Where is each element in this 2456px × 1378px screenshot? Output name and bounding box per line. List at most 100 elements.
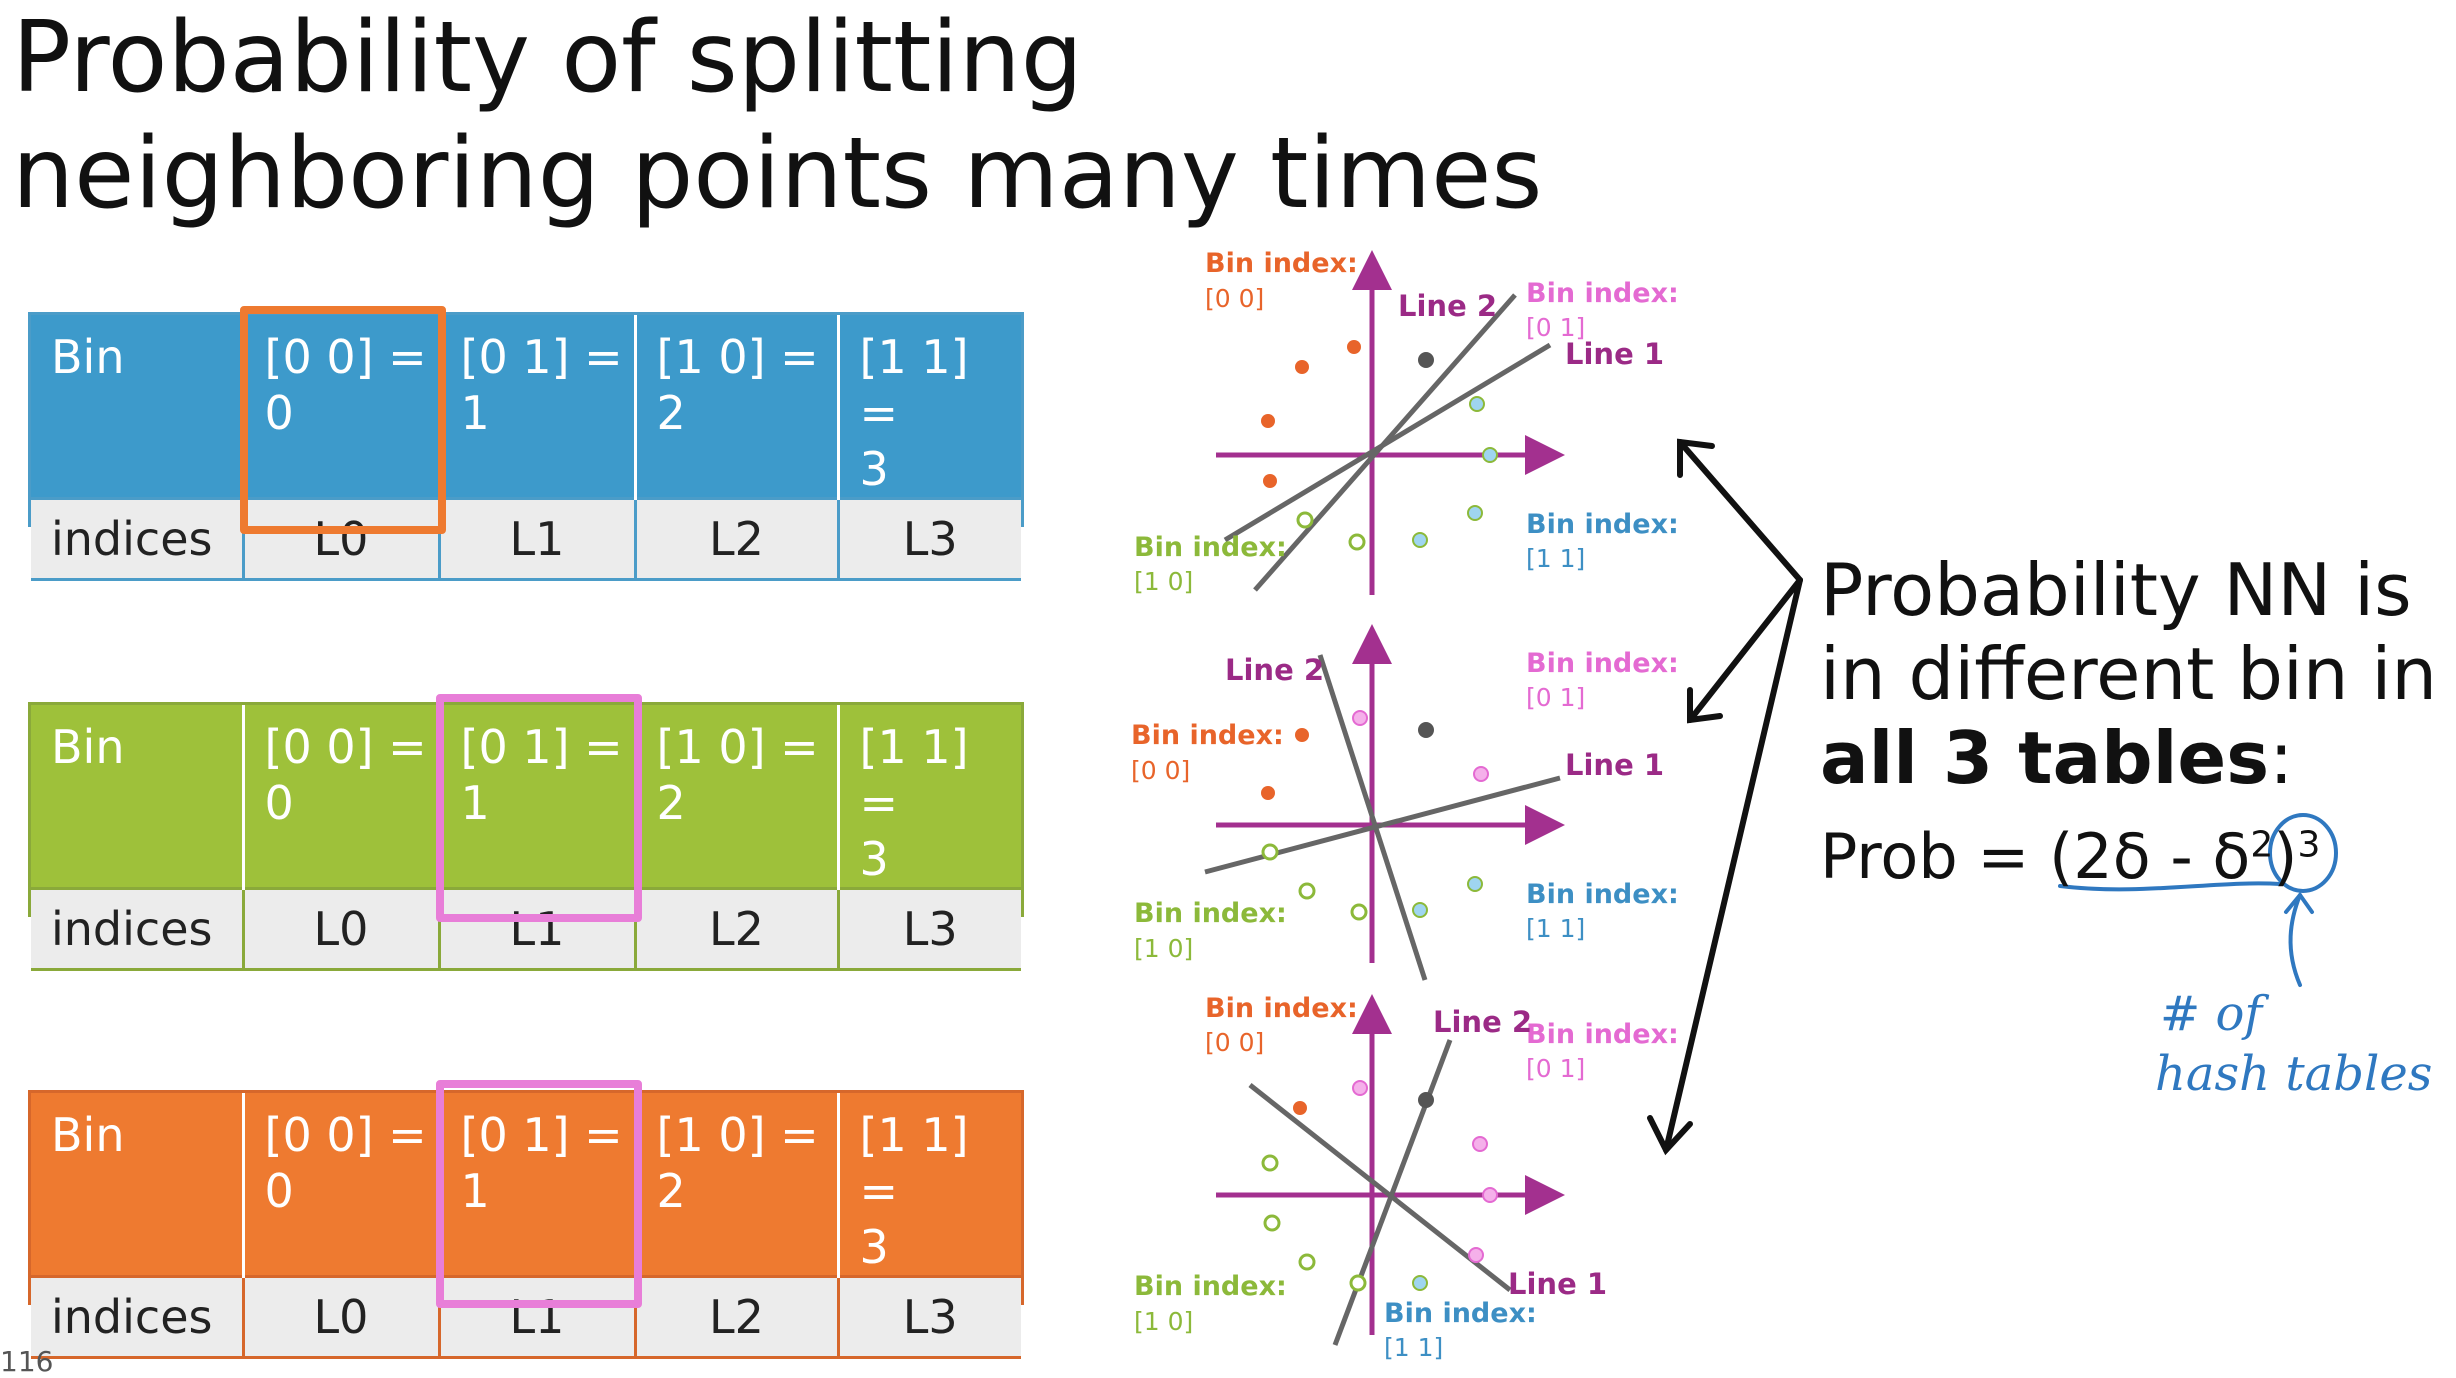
point bbox=[1347, 340, 1361, 354]
point bbox=[1469, 396, 1485, 412]
point bbox=[1412, 1275, 1428, 1291]
index-cell: L2 bbox=[635, 497, 840, 581]
colon: : bbox=[2269, 716, 2294, 800]
bin-label: Bin index: bbox=[1134, 532, 1287, 563]
arrowhead bbox=[1677, 438, 1715, 478]
index-cell: L3 bbox=[838, 887, 1021, 971]
header-cell: [1 1] = 3 bbox=[838, 315, 1021, 499]
explanation-line-1: Probability NN is bbox=[1820, 548, 2412, 632]
line-2-label: Line 2 bbox=[1225, 653, 1324, 687]
header-bin: Bin bbox=[31, 705, 245, 889]
header-cell: [0 1] = 1 bbox=[439, 705, 637, 889]
arrow-to-diagram-3 bbox=[1663, 577, 1803, 1153]
bin-value: [1 1] bbox=[1526, 914, 1585, 943]
point bbox=[1261, 843, 1279, 861]
line-2 bbox=[1332, 1039, 1453, 1346]
line-1 bbox=[1248, 1083, 1512, 1292]
formula-close: ) bbox=[2273, 820, 2298, 893]
header-cell: [1 0] = 2 bbox=[635, 1093, 840, 1277]
header-cell: [0 1] = 1 bbox=[439, 1093, 637, 1277]
point bbox=[1293, 1101, 1307, 1115]
bin-value: [0 0] bbox=[1205, 1028, 1264, 1057]
point bbox=[1352, 1080, 1368, 1096]
point bbox=[1263, 1214, 1281, 1232]
bin-label: Bin index: bbox=[1526, 278, 1679, 309]
diagram-1: Bin index: [0 0] Bin index: [0 1] Line 2… bbox=[1134, 248, 1679, 596]
point bbox=[1472, 1136, 1488, 1152]
arrowhead bbox=[1647, 1115, 1693, 1156]
line-2 bbox=[1317, 654, 1428, 981]
annotation-line-1: # of bbox=[2160, 986, 2269, 1042]
point bbox=[1467, 876, 1483, 892]
point bbox=[1473, 766, 1489, 782]
row-label: indices bbox=[31, 497, 245, 581]
index-cell: L3 bbox=[838, 1275, 1021, 1359]
point bbox=[1261, 414, 1275, 428]
point bbox=[1468, 1247, 1484, 1263]
bin-value: [1 1] bbox=[1384, 1333, 1443, 1362]
index-cell: L1 bbox=[439, 1275, 637, 1359]
header-bin: Bin bbox=[31, 315, 245, 499]
bold-phrase: all 3 tables bbox=[1820, 716, 2270, 800]
index-cell: L0 bbox=[243, 497, 441, 581]
bin-value: [0 0] bbox=[1131, 756, 1190, 785]
point bbox=[1298, 1253, 1316, 1271]
point bbox=[1263, 474, 1277, 488]
point bbox=[1412, 532, 1428, 548]
bin-value: [1 1] bbox=[1526, 544, 1585, 573]
data-points bbox=[1261, 710, 1489, 921]
point bbox=[1482, 1187, 1498, 1203]
header-cell: [1 1] = 3 bbox=[838, 1093, 1021, 1277]
point bbox=[1295, 360, 1309, 374]
index-cell: L0 bbox=[243, 1275, 441, 1359]
arrow-to-diagram-1 bbox=[1677, 439, 1803, 583]
bin-value: [0 0] bbox=[1205, 284, 1264, 313]
point bbox=[1467, 505, 1483, 521]
bin-label: Bin index: bbox=[1526, 509, 1679, 540]
arrowhead bbox=[1687, 687, 1723, 724]
row-label: indices bbox=[31, 887, 245, 971]
point bbox=[1352, 710, 1368, 726]
data-points bbox=[1261, 340, 1498, 551]
index-cell: L0 bbox=[243, 887, 441, 971]
header-cell: [1 1] = 3 bbox=[838, 705, 1021, 889]
point bbox=[1418, 1092, 1434, 1108]
formula-square: 2 bbox=[2250, 824, 2274, 866]
bin-label: Bin index: bbox=[1205, 993, 1358, 1024]
point bbox=[1261, 786, 1275, 800]
bin-value: [0 1] bbox=[1526, 683, 1585, 712]
header-cell: [1 0] = 2 bbox=[635, 705, 840, 889]
pointer-arrows bbox=[1647, 438, 1803, 1156]
index-cell: L2 bbox=[635, 887, 840, 971]
explanation-line-2: in different bin in bbox=[1820, 632, 2438, 716]
annotation-arrow bbox=[2288, 893, 2302, 987]
point bbox=[1349, 1274, 1367, 1292]
point bbox=[1298, 882, 1316, 900]
point bbox=[1296, 511, 1314, 529]
title-line-2: neighboring points many times bbox=[12, 117, 1543, 231]
highlight-box-table-2 bbox=[436, 694, 642, 922]
annotation-arrowhead bbox=[2284, 891, 2314, 914]
line-2 bbox=[1253, 293, 1517, 592]
bin-label: Bin index: bbox=[1384, 1298, 1537, 1329]
line-2-label: Line 2 bbox=[1433, 1005, 1532, 1039]
bin-table-2: Bin [0 0] = 0 [0 1] = 1 [1 0] = 2 [1 1] … bbox=[31, 705, 1021, 971]
diagram-3: Bin index: [0 0] Bin index: [0 1] Line 2… bbox=[1134, 993, 1679, 1362]
handwritten-annotation bbox=[2058, 813, 2338, 987]
point bbox=[1482, 447, 1498, 463]
bin-value: [0 1] bbox=[1526, 1054, 1585, 1083]
bin-value: [1 0] bbox=[1134, 567, 1193, 596]
data-points bbox=[1261, 1080, 1498, 1292]
diagram-2: Bin index: [0 0] Bin index: [0 1] Line 2… bbox=[1131, 624, 1679, 981]
header-bin: Bin bbox=[31, 1093, 245, 1277]
title-line-1: Probability of splitting bbox=[12, 1, 1083, 115]
bin-label: Bin index: bbox=[1134, 1271, 1287, 1302]
index-cell: L2 bbox=[635, 1275, 840, 1359]
underline bbox=[2058, 881, 2282, 892]
point bbox=[1418, 352, 1434, 368]
row-label: indices bbox=[31, 1275, 245, 1359]
bin-label: Bin index: bbox=[1526, 648, 1679, 679]
bin-label: Bin index: bbox=[1131, 720, 1284, 751]
index-cell: L1 bbox=[439, 497, 637, 581]
